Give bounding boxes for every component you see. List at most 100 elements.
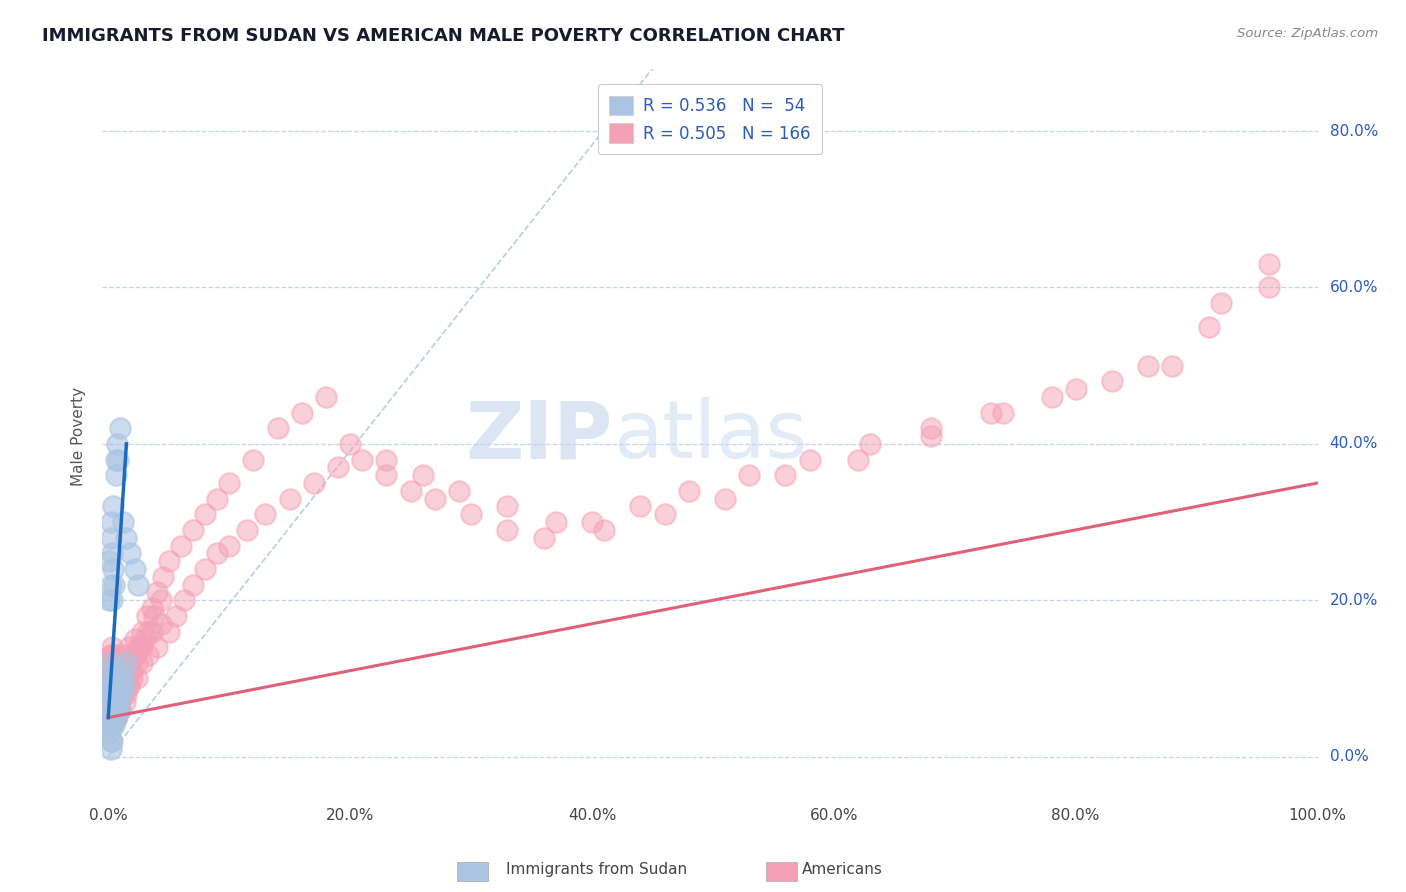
Point	[98, 703, 121, 717]
Point	[108, 687, 131, 701]
Point	[593, 523, 616, 537]
Point	[115, 656, 138, 670]
Point	[326, 460, 349, 475]
Point	[339, 437, 361, 451]
Point	[114, 672, 136, 686]
Point	[103, 679, 125, 693]
Point	[101, 710, 124, 724]
Point	[103, 703, 125, 717]
Point	[131, 624, 153, 639]
Point	[118, 640, 141, 655]
Point	[107, 687, 129, 701]
Point	[101, 710, 124, 724]
Point	[112, 664, 135, 678]
Point	[302, 475, 325, 490]
Point	[98, 687, 121, 701]
Point	[101, 703, 124, 717]
Point	[496, 500, 519, 514]
Point	[111, 687, 134, 701]
Point	[738, 468, 761, 483]
Point	[105, 695, 128, 709]
Point	[145, 640, 167, 655]
Point	[124, 632, 146, 647]
Point	[101, 648, 124, 662]
Point	[100, 687, 122, 701]
Point	[157, 624, 180, 639]
Point	[127, 640, 149, 655]
Point	[101, 734, 124, 748]
Point	[980, 406, 1002, 420]
Point	[104, 468, 127, 483]
Point	[115, 531, 138, 545]
Point	[991, 406, 1014, 420]
Point	[181, 577, 204, 591]
Point	[108, 687, 131, 701]
Point	[352, 452, 374, 467]
Point	[136, 648, 159, 662]
Point	[181, 523, 204, 537]
Point	[101, 546, 124, 560]
Point	[205, 546, 228, 560]
Point	[100, 710, 122, 724]
Point	[100, 679, 122, 693]
Point	[101, 640, 124, 655]
Point	[101, 703, 124, 717]
Point	[107, 695, 129, 709]
Point	[103, 656, 125, 670]
Point	[104, 710, 127, 724]
Point	[98, 695, 121, 709]
Point	[100, 656, 122, 670]
Point	[105, 679, 128, 693]
Point	[170, 539, 193, 553]
Point	[533, 531, 555, 545]
Point	[100, 656, 122, 670]
Point	[194, 562, 217, 576]
Point	[110, 664, 132, 678]
Point	[136, 609, 159, 624]
Point	[131, 640, 153, 655]
Point	[124, 648, 146, 662]
Point	[100, 679, 122, 693]
Point	[1101, 374, 1123, 388]
Point	[315, 390, 337, 404]
Text: IMMIGRANTS FROM SUDAN VS AMERICAN MALE POVERTY CORRELATION CHART: IMMIGRANTS FROM SUDAN VS AMERICAN MALE P…	[42, 27, 845, 45]
Point	[101, 562, 124, 576]
Point	[115, 687, 138, 701]
Text: ZIP: ZIP	[465, 397, 613, 475]
Point	[110, 656, 132, 670]
Point	[100, 648, 122, 662]
Point	[103, 656, 125, 670]
Point	[157, 554, 180, 568]
Point	[128, 640, 150, 655]
Point	[107, 703, 129, 717]
Point	[98, 664, 121, 678]
Point	[111, 664, 134, 678]
Point	[1161, 359, 1184, 373]
Point	[1137, 359, 1160, 373]
Point	[127, 577, 149, 591]
Point	[103, 687, 125, 701]
Point	[218, 475, 240, 490]
Point	[105, 437, 128, 451]
Point	[117, 672, 139, 686]
Point	[101, 593, 124, 607]
Point	[100, 664, 122, 678]
Point	[98, 593, 121, 607]
Point	[101, 672, 124, 686]
Point	[103, 695, 125, 709]
Point	[103, 703, 125, 717]
Point	[136, 624, 159, 639]
Point	[1040, 390, 1063, 404]
Point	[98, 703, 121, 717]
Point	[100, 718, 122, 732]
Point	[108, 664, 131, 678]
Point	[105, 672, 128, 686]
Point	[1258, 280, 1281, 294]
Point	[110, 703, 132, 717]
Point	[101, 664, 124, 678]
Point	[141, 601, 163, 615]
Point	[100, 742, 122, 756]
Point	[127, 656, 149, 670]
Point	[152, 570, 174, 584]
Point	[101, 695, 124, 709]
